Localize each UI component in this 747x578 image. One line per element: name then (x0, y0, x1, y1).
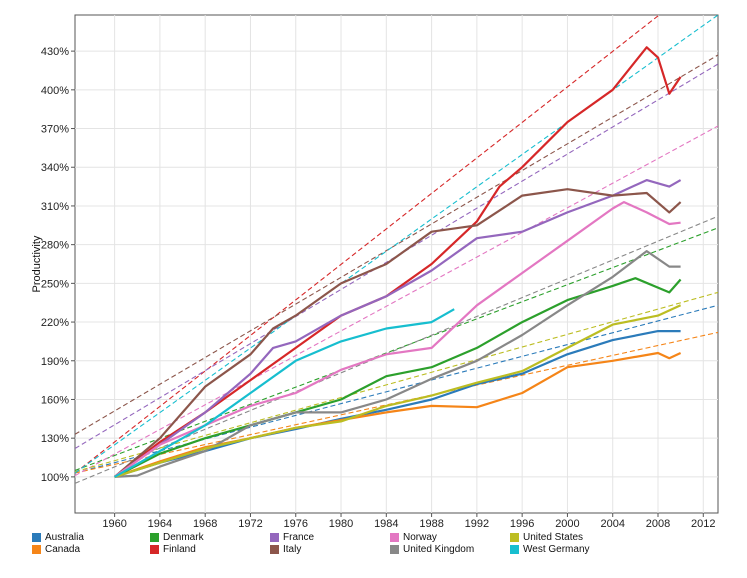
y-tick-label: 310% (41, 201, 69, 213)
series-lines (113, 46, 682, 478)
y-tick-label: 340% (41, 162, 69, 174)
legend-item-canada: Canada (32, 544, 80, 555)
legend-item-denmark: Denmark (150, 532, 204, 543)
x-tick-label: 1968 (193, 518, 217, 530)
legend-item-finland: Finland (150, 544, 196, 555)
legend-swatch (390, 545, 399, 554)
y-tick-label: 220% (41, 317, 69, 329)
y-tick-label: 430% (41, 46, 69, 58)
legend-swatch (270, 545, 279, 554)
y-tick-label: 400% (41, 85, 69, 97)
series-line-finland (113, 46, 682, 478)
y-tick-label: 370% (41, 124, 69, 136)
legend-label: Denmark (163, 532, 204, 543)
x-tick-label: 1980 (329, 518, 353, 530)
series-line-australia (114, 330, 681, 478)
x-tick-label: 1960 (102, 518, 126, 530)
legend-swatch (150, 533, 159, 542)
x-tick-label: 1984 (374, 518, 398, 530)
trend-line-finland (75, 15, 660, 474)
series-line-norway (113, 201, 681, 478)
series-line-denmark (114, 277, 682, 478)
legend-item-west-germany: West Germany (510, 544, 590, 555)
legend-swatch (32, 533, 41, 542)
x-tick-label: 2000 (555, 518, 579, 530)
legend-label: Finland (163, 544, 196, 555)
legend-item-norway: Norway (390, 532, 437, 543)
legend-label: United Kingdom (403, 544, 475, 555)
x-tick-label: 1976 (284, 518, 308, 530)
y-tick-label: 160% (41, 394, 69, 406)
y-axis-label: Productivity (31, 235, 43, 292)
legend-label: Italy (283, 544, 302, 555)
legend-item-france: France (270, 532, 314, 543)
x-tick-label: 2008 (646, 518, 670, 530)
x-tick-label: 1992 (465, 518, 489, 530)
series-line-united-kingdom (114, 250, 681, 478)
y-axis-ticks: 100% 130% 160% 190% 220% 250% 280% 310% 340% 370%… (41, 46, 75, 484)
x-tick-label: 1988 (419, 518, 443, 530)
x-tick-label: 1964 (148, 518, 172, 530)
legend-swatch (150, 545, 159, 554)
legend-label: United States (523, 532, 584, 543)
legend-swatch (390, 533, 399, 542)
legend-swatch (270, 533, 279, 542)
y-tick-label: 250% (41, 278, 69, 290)
legend-label: Norway (403, 532, 437, 543)
series-line-west-germany (114, 308, 455, 478)
legend-label: West Germany (523, 544, 590, 555)
trend-line-united-states (75, 291, 718, 473)
legend-swatch (510, 545, 519, 554)
trend-line-france (75, 63, 718, 449)
x-tick-label: 2004 (600, 518, 624, 530)
legend-swatch (510, 533, 519, 542)
y-tick-label: 190% (41, 356, 69, 368)
x-axis-ticks: 1960 1964 1968 1972 1976 1980 1984 1988 1992 1996… (102, 513, 716, 530)
legend-label: Canada (45, 544, 81, 555)
series-line-italy (113, 188, 682, 478)
x-tick-label: 1996 (510, 518, 534, 530)
y-tick-label: 100% (41, 472, 69, 484)
trend-line-norway (75, 125, 718, 477)
trend-line-australia (75, 304, 718, 474)
series-line-france (113, 179, 682, 478)
legend-label: France (283, 532, 315, 543)
y-tick-label: 280% (41, 240, 69, 252)
legend-label: Australia (45, 532, 84, 543)
x-tick-label: 2012 (691, 518, 715, 530)
legend-item-italy: Italy (270, 544, 301, 555)
legend-item-united-states: United States (510, 532, 583, 543)
legend-swatch (32, 545, 41, 554)
x-tick-label: 1972 (238, 518, 262, 530)
trend-line-italy (75, 54, 718, 435)
series-line-united-states (114, 304, 682, 478)
legend-item-australia: Australia (32, 532, 84, 543)
y-tick-label: 130% (41, 433, 69, 445)
legend-item-united-kingdom: United Kingdom (390, 544, 474, 555)
